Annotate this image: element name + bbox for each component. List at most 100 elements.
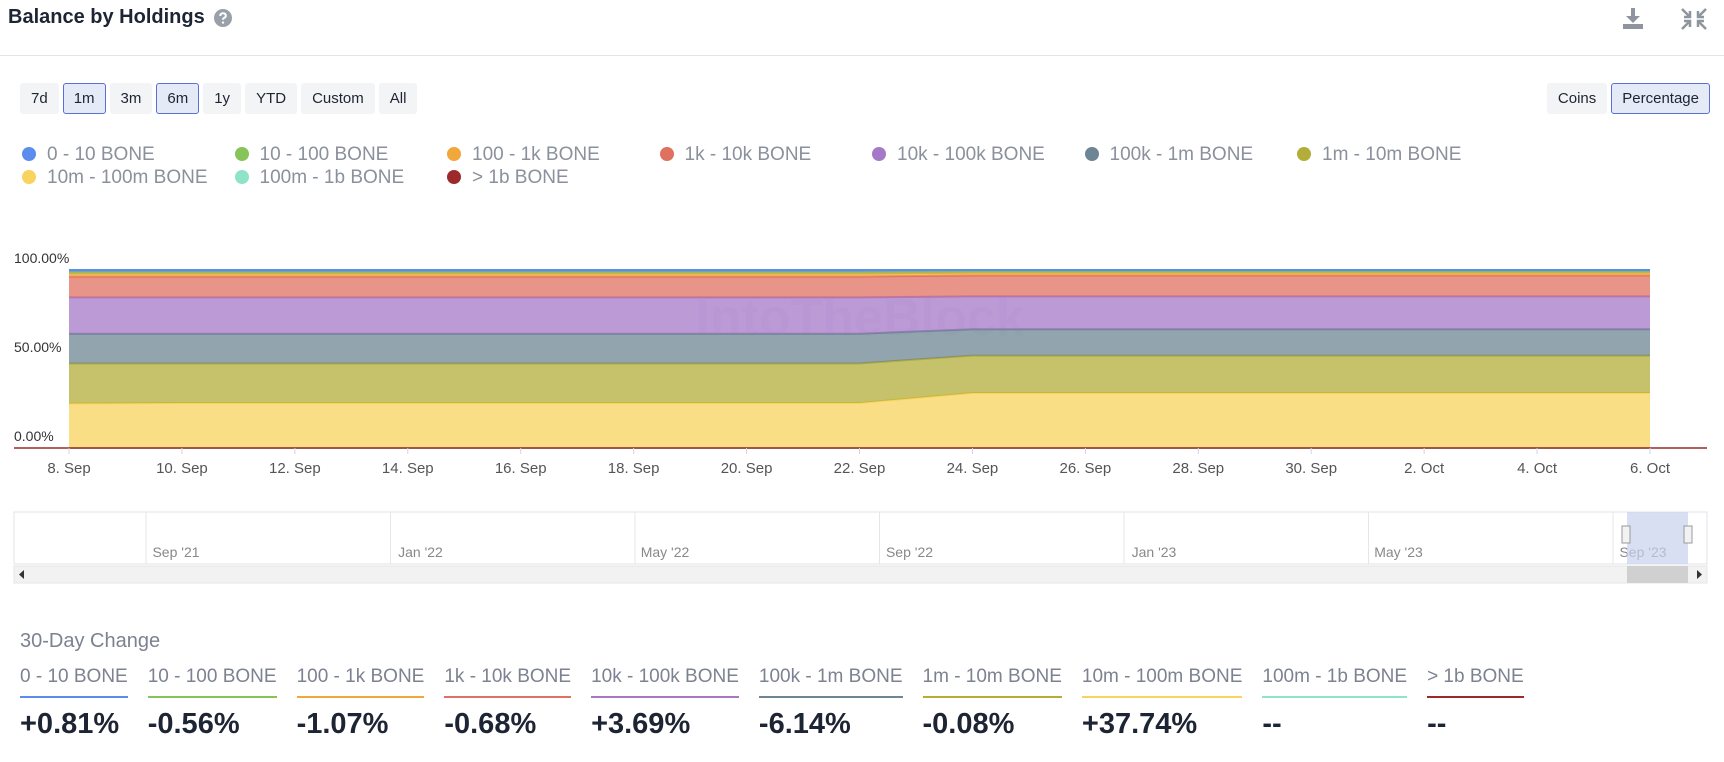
change-value: -0.68% bbox=[444, 708, 537, 740]
navigator-label: May '22 bbox=[641, 544, 690, 560]
legend-marker bbox=[234, 147, 249, 161]
range-button[interactable]: Custom bbox=[301, 83, 375, 114]
change-value: +3.69% bbox=[591, 708, 691, 740]
change-name: 1m - 10m BONE bbox=[922, 666, 1062, 698]
legend-marker bbox=[659, 147, 674, 161]
legend-label: 100k - 1m BONE bbox=[1109, 144, 1254, 165]
navigator-label: Jan '22 bbox=[398, 544, 443, 560]
navigator-selection bbox=[1627, 512, 1688, 564]
range-button[interactable]: YTD bbox=[245, 83, 298, 114]
change-item: 100 - 1k BONE -1.07% bbox=[296, 666, 425, 741]
change-title: 30-Day Change bbox=[20, 630, 161, 652]
range-button[interactable]: 7d bbox=[20, 83, 59, 114]
change-name: 100 - 1k BONE bbox=[296, 666, 425, 698]
x-tick-label: 14. Sep bbox=[382, 460, 434, 477]
legend-label: 10k - 100k BONE bbox=[897, 144, 1045, 165]
change-item: 10k - 100k BONE +3.69% bbox=[591, 666, 739, 741]
legend-item[interactable]: 10m - 100m BONE bbox=[22, 167, 208, 189]
area-line bbox=[69, 354, 1650, 365]
change-item: 1m - 10m BONE -0.08% bbox=[922, 666, 1062, 741]
change-name: 0 - 10 BONE bbox=[20, 666, 128, 698]
x-tick-label: 4. Oct bbox=[1517, 460, 1558, 477]
x-tick-label: 26. Sep bbox=[1059, 460, 1111, 477]
x-tick-label: 18. Sep bbox=[608, 460, 660, 477]
change-item: > 1b BONE -- bbox=[1427, 666, 1524, 741]
legend-label: 10m - 100m BONE bbox=[47, 167, 208, 188]
change-item: 100k - 1m BONE -6.14% bbox=[758, 666, 903, 741]
x-tick-label: 16. Sep bbox=[495, 460, 547, 477]
area bbox=[69, 355, 1650, 404]
x-tick-label: 10. Sep bbox=[156, 460, 208, 477]
range-button[interactable]: 1y bbox=[203, 83, 242, 114]
legend-item[interactable]: 1m - 10m BONE bbox=[1297, 144, 1461, 166]
range-button[interactable]: 1m bbox=[62, 83, 106, 114]
change-item: 0 - 10 BONE +0.81% bbox=[20, 666, 128, 741]
legend-label: 0 - 10 BONE bbox=[47, 144, 155, 165]
legend-marker bbox=[1084, 147, 1099, 161]
header-icons bbox=[1623, 8, 1707, 30]
collapse-icon[interactable] bbox=[1681, 8, 1707, 30]
x-tick-label: 20. Sep bbox=[721, 460, 773, 477]
legend-label: 1k - 10k BONE bbox=[684, 144, 812, 165]
change-item: 10m - 100m BONE +37.74% bbox=[1081, 666, 1243, 741]
help-icon[interactable] bbox=[214, 9, 232, 27]
navigator-label: May '23 bbox=[1374, 544, 1423, 560]
mode-button[interactable]: Coins bbox=[1546, 83, 1608, 114]
navigator-label: Sep '22 bbox=[886, 544, 933, 560]
navigator-handle[interactable] bbox=[1621, 525, 1631, 544]
change-table: 0 - 10 BONE +0.81% 10 - 100 BONE -0.56% 100 … bbox=[20, 666, 1524, 741]
change-name: 10k - 100k BONE bbox=[591, 666, 739, 698]
legend-marker bbox=[22, 147, 36, 161]
chart: IntoTheBlock0.00%50.00%100.00%8. Sep10. … bbox=[13, 250, 1708, 584]
header-divider bbox=[0, 55, 1724, 56]
change-value: -6.14% bbox=[758, 708, 851, 740]
change-value: -1.07% bbox=[296, 708, 389, 740]
change-value: -0.56% bbox=[147, 708, 240, 740]
mode-buttons: Coins Percentage bbox=[1546, 83, 1714, 114]
navigator-label: Sep '21 bbox=[152, 544, 199, 560]
scroll-left[interactable] bbox=[19, 570, 24, 579]
change-value: +37.74% bbox=[1081, 708, 1198, 740]
download-icon[interactable] bbox=[1623, 8, 1643, 29]
range-button[interactable]: All bbox=[378, 83, 418, 114]
x-tick-label: 30. Sep bbox=[1285, 460, 1337, 477]
change-name: 100k - 1m BONE bbox=[758, 666, 903, 698]
area bbox=[69, 296, 1650, 334]
navigator-label: Jan '23 bbox=[1132, 544, 1177, 560]
legend-item[interactable]: 1k - 10k BONE bbox=[659, 144, 812, 166]
legend-item[interactable]: 10 - 100 BONE bbox=[234, 144, 389, 166]
change-value: -- bbox=[1262, 708, 1282, 740]
area bbox=[69, 392, 1650, 448]
range-button[interactable]: 6m bbox=[156, 83, 200, 114]
change-name: > 1b BONE bbox=[1427, 666, 1524, 698]
legend-marker bbox=[1297, 147, 1311, 161]
legend-item[interactable]: 0 - 10 BONE bbox=[22, 144, 155, 166]
range-buttons: 7d 1m 3m 6m 1y YTD Custom All bbox=[20, 83, 421, 114]
change-name: 10m - 100m BONE bbox=[1081, 666, 1243, 698]
legend-item[interactable]: 100 - 1k BONE bbox=[447, 144, 600, 166]
legend-item[interactable]: 100k - 1m BONE bbox=[1084, 144, 1254, 166]
y-tick-label: 100.00% bbox=[14, 250, 69, 266]
range-button[interactable]: 3m bbox=[109, 83, 153, 114]
x-tick-label: 24. Sep bbox=[947, 460, 999, 477]
scroll-right[interactable] bbox=[1697, 570, 1702, 579]
legend-label: 100 - 1k BONE bbox=[472, 144, 600, 165]
mode-button[interactable]: Percentage bbox=[1611, 83, 1710, 114]
x-tick-label: 2. Oct bbox=[1404, 460, 1445, 477]
change-value: +0.81% bbox=[20, 708, 120, 740]
navigator-handle[interactable] bbox=[1683, 525, 1693, 544]
x-tick-label: 22. Sep bbox=[834, 460, 886, 477]
change-name: 1k - 10k BONE bbox=[444, 666, 572, 698]
scrollbar-thumb[interactable] bbox=[1627, 566, 1688, 583]
legend-label: 10 - 100 BONE bbox=[259, 144, 389, 165]
legend-item[interactable]: 10k - 100k BONE bbox=[872, 144, 1045, 166]
legend-item[interactable]: 100m - 1b BONE bbox=[234, 167, 404, 189]
change-item: 10 - 100 BONE -0.56% bbox=[147, 666, 277, 741]
legend-marker bbox=[447, 147, 461, 161]
area bbox=[69, 275, 1650, 298]
legend-item[interactable]: > 1b BONE bbox=[447, 167, 569, 189]
legend-marker bbox=[872, 147, 886, 161]
x-tick-label: 28. Sep bbox=[1172, 460, 1224, 477]
change-value: -- bbox=[1427, 708, 1447, 740]
